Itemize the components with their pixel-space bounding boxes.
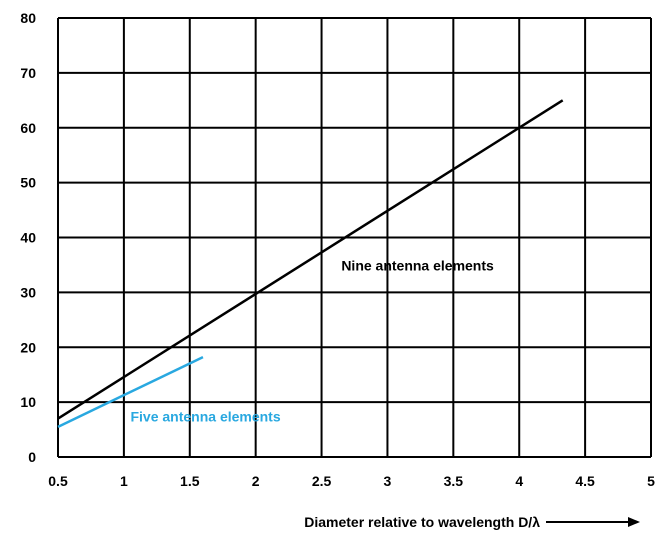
series-lines [57, 99, 564, 428]
x-tick-label: 0.5 [48, 473, 68, 489]
y-tick-label: 30 [20, 284, 36, 300]
series-label-nine-antenna-elements: Nine antenna elements [341, 257, 494, 273]
arrow-right-icon [546, 517, 640, 527]
series-line-1 [57, 356, 204, 428]
x-tick-label: 1.5 [180, 473, 200, 489]
x-tick-label: 2.5 [312, 473, 332, 489]
x-tick-label: 3 [384, 473, 392, 489]
x-tick-label: 5 [647, 473, 655, 489]
x-tick-label: 4 [515, 473, 523, 489]
y-tick-label: 10 [20, 394, 36, 410]
y-tick-label: 80 [20, 10, 36, 26]
series-label-five-antenna-elements: Five antenna elements [130, 408, 280, 424]
series-line-0 [57, 99, 564, 420]
y-tick-label: 40 [20, 230, 36, 246]
x-tick-label: 1 [120, 473, 128, 489]
y-tick-label: 50 [20, 175, 36, 191]
y-tick-label: 70 [20, 65, 36, 81]
arrow-head [628, 517, 640, 527]
x-tick-label: 3.5 [444, 473, 464, 489]
grid [57, 17, 652, 458]
tick-labels: 0 10 20 30 40 50 60 70 80 0.5 1 1.5 2 2.5 3 3.5 4 4.5 5 [20, 10, 655, 489]
y-tick-label: 60 [20, 120, 36, 136]
x-tick-label: 2 [252, 473, 260, 489]
y-tick-label: 0 [28, 449, 36, 465]
x-tick-label: 4.5 [575, 473, 595, 489]
x-axis-title: Diameter relative to wavelength D/λ [304, 514, 540, 530]
y-tick-label: 20 [20, 339, 36, 355]
